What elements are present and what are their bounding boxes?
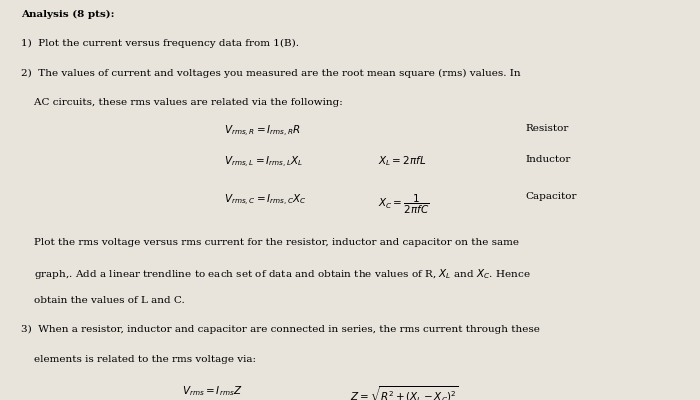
Text: AC circuits, these rms values are related via the following:: AC circuits, these rms values are relate… [21, 98, 343, 106]
Text: graph,. Add a linear trendline to each set of data and obtain the values of R, $: graph,. Add a linear trendline to each s… [21, 267, 531, 281]
Text: 2)  The values of current and voltages you measured are the root mean square (rm: 2) The values of current and voltages yo… [21, 68, 521, 78]
Text: $V_{rms} = I_{rms}Z$: $V_{rms} = I_{rms}Z$ [182, 384, 242, 398]
Text: $V_{rms,R} = I_{rms,R}R$: $V_{rms,R} = I_{rms,R}R$ [224, 124, 301, 139]
Text: Inductor: Inductor [525, 154, 570, 164]
Text: $X_L = 2\pi fL$: $X_L = 2\pi fL$ [378, 154, 426, 168]
Text: $V_{rms,C} = I_{rms,C}X_C$: $V_{rms,C} = I_{rms,C}X_C$ [224, 192, 307, 208]
Text: obtain the values of L and C.: obtain the values of L and C. [21, 296, 185, 305]
Text: 1)  Plot the current versus frequency data from 1(B).: 1) Plot the current versus frequency dat… [21, 39, 299, 48]
Text: 3)  When a resistor, inductor and capacitor are connected in series, the rms cur: 3) When a resistor, inductor and capacit… [21, 325, 540, 334]
Text: $X_C = \dfrac{1}{2\pi fC}$: $X_C = \dfrac{1}{2\pi fC}$ [378, 192, 429, 216]
Text: $Z = \sqrt{R^2 + (X_L - X_C)^2}$: $Z = \sqrt{R^2 + (X_L - X_C)^2}$ [350, 384, 458, 400]
Text: elements is related to the rms voltage via:: elements is related to the rms voltage v… [21, 354, 256, 364]
Text: Resistor: Resistor [525, 124, 568, 133]
Text: Plot the rms voltage versus rms current for the resistor, inductor and capacitor: Plot the rms voltage versus rms current … [21, 238, 519, 247]
Text: $V_{rms,L} = I_{rms,L}X_L$: $V_{rms,L} = I_{rms,L}X_L$ [224, 154, 303, 170]
Text: Analysis (8 pts):: Analysis (8 pts): [21, 10, 115, 19]
Text: Capacitor: Capacitor [525, 192, 577, 202]
